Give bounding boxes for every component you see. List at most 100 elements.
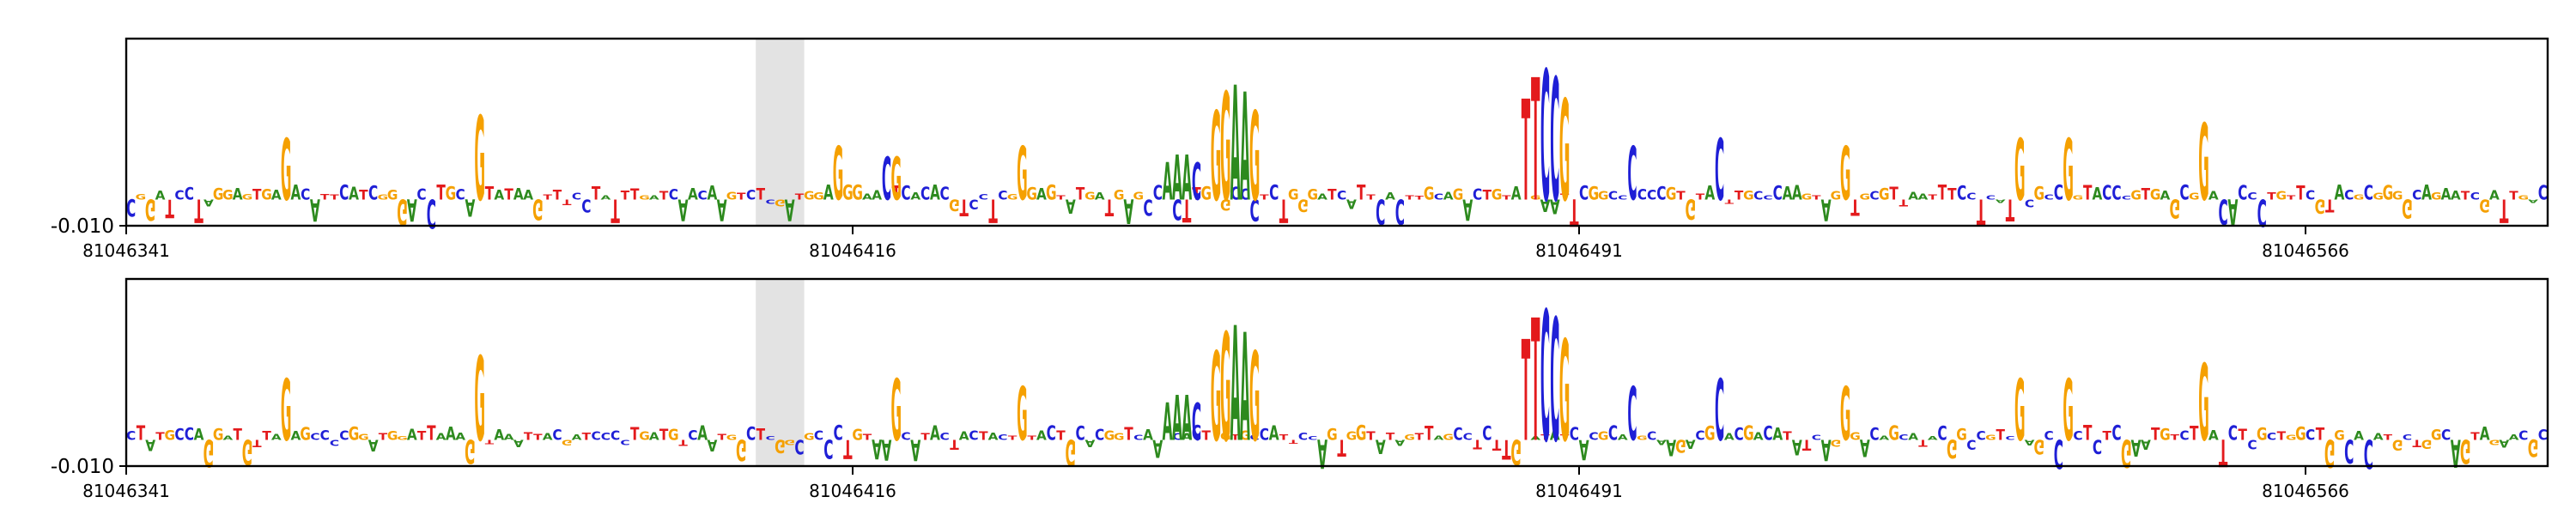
motif-letter: A: [1230, 294, 1241, 477]
logo-letter: T: [2103, 428, 2112, 443]
logo-letter: A: [407, 426, 417, 443]
logo-letter: G: [726, 191, 738, 203]
motif-letter: G: [2063, 122, 2074, 221]
logo-letter: A: [2528, 198, 2538, 204]
logo-letter: T: [427, 421, 436, 445]
logo-letter: T: [1473, 437, 1482, 452]
logo-letter: C: [1192, 421, 1201, 445]
logo-letter: A: [1783, 184, 1793, 204]
logo-letter: G: [1220, 196, 1231, 213]
logo-letter: G: [562, 438, 573, 447]
logo-letter: C: [416, 185, 426, 203]
logo-letter: A: [1036, 428, 1047, 444]
logo-letter: G: [2334, 427, 2345, 444]
logo-letter: G: [842, 180, 854, 205]
logo-letter: G: [1685, 193, 1696, 225]
logo-letter: G: [145, 191, 156, 225]
logo-letter: A: [349, 184, 359, 204]
logo-letter: A: [1821, 191, 1832, 226]
logo-letter: C: [2364, 429, 2373, 476]
logo-letter: T: [2267, 191, 2276, 203]
motif-letter: A: [1172, 143, 1182, 215]
logo-letter: C: [1608, 190, 1618, 203]
logo-letter: G: [2295, 424, 2306, 445]
logo-letter: A: [1317, 429, 1327, 476]
logo-letter: A: [194, 426, 204, 445]
motif-letter: G: [833, 131, 844, 217]
logo-letter: T: [1802, 436, 1811, 453]
logo-letter: G: [804, 433, 815, 443]
motif-letter: G: [1840, 372, 1851, 457]
logo-letter: C: [2412, 186, 2421, 203]
logo-letter: A: [1346, 197, 1357, 212]
logo-letter: T: [611, 191, 620, 230]
logo-letter: T: [2277, 430, 2287, 443]
logo-letter: G: [1114, 186, 1125, 203]
logo-letter: T: [1977, 191, 1986, 232]
logo-letter: T: [1947, 185, 1957, 204]
motif-letter: A: [1182, 384, 1192, 455]
logo-letter: G: [397, 191, 408, 230]
logo-letter: T: [485, 184, 495, 204]
motif-letter: G: [281, 122, 292, 221]
logo-letter: A: [697, 421, 708, 445]
logo-letter: T: [262, 429, 270, 443]
logo-letter: G: [1510, 431, 1522, 470]
logo-letter: A: [930, 180, 940, 205]
logo-letter: A: [2093, 185, 2103, 204]
logo-letter: T: [2238, 426, 2247, 443]
logo-letter: T: [1260, 193, 1269, 201]
logo-letter: C: [766, 435, 775, 441]
logo-letter: C: [2306, 188, 2315, 203]
logo-letter: A: [1772, 426, 1783, 445]
logo-letter: C: [2247, 191, 2257, 202]
logo-letter: A: [1579, 433, 1589, 465]
logo-letter: C: [1143, 194, 1152, 219]
logo-letter: G: [1831, 190, 1842, 203]
logo-letter: T: [2006, 191, 2014, 226]
logo-letter: C: [1966, 436, 1976, 451]
logo-letter: C: [1463, 433, 1473, 443]
logo-letter: C: [940, 432, 950, 443]
logo-letter: T: [252, 437, 262, 449]
logo-letter: T: [137, 421, 146, 445]
logo-letter: C: [581, 195, 591, 215]
logo-letter: G: [222, 186, 234, 203]
logo-letter: G: [1046, 180, 1057, 205]
logo-letter: G: [2034, 435, 2045, 458]
logo-letter: T: [2219, 431, 2227, 475]
logo-letter: C: [611, 428, 620, 444]
logo-letter: T: [756, 185, 766, 204]
logo-letter: A: [910, 191, 921, 202]
logo-letter: G: [2073, 194, 2084, 201]
logo-letter: A: [310, 191, 320, 227]
logo-letter: G: [261, 186, 272, 203]
motif-letter: T: [1531, 284, 1540, 480]
motif-letter: T: [1522, 73, 1530, 233]
logo-letter: C: [1434, 192, 1443, 203]
logo-letter: C: [1869, 191, 1879, 203]
logo-letter: C: [456, 186, 465, 203]
logo-letter: T: [717, 433, 726, 442]
motif-letter: G: [2014, 122, 2026, 221]
logo-letter: A: [882, 433, 892, 465]
logo-letter: C: [1986, 194, 1996, 201]
motif-letter: G: [2063, 362, 2074, 461]
logo-letter: C: [2538, 427, 2548, 444]
logo-letter: A: [446, 424, 456, 445]
logo-letter: G: [852, 425, 863, 444]
logo-letter: A: [204, 197, 215, 207]
logo-letter: T: [1027, 434, 1036, 442]
logo-letter: A: [1666, 434, 1676, 459]
logo-letter: G: [2421, 437, 2433, 451]
logo-letter: C: [310, 432, 319, 442]
logo-letter: T: [524, 431, 533, 443]
logo-letter: T: [417, 429, 427, 443]
logo-letter: G: [2372, 192, 2384, 203]
logo-letter: G: [2528, 433, 2539, 461]
logo-letter: G: [1200, 184, 1212, 204]
motif-letter: G: [1017, 131, 1028, 217]
logo-letter: T: [892, 181, 902, 204]
logo-letter: T: [533, 433, 543, 442]
logo-letter: C: [1579, 183, 1589, 205]
